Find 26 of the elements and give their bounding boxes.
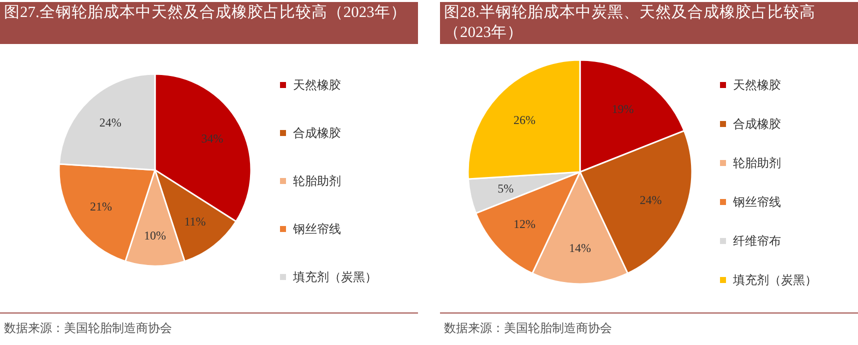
data-label: 12% — [513, 217, 536, 232]
chart-title: 图28.半钢轮胎成本中炭黑、天然及合成橡胶占比较高（2023年） — [440, 2, 858, 44]
legend-label: 填充剂（炭黑） — [292, 270, 377, 284]
source-note: 数据来源：美国轮胎制造商协会 — [444, 321, 612, 335]
data-label: 24% — [640, 193, 662, 208]
data-label: 14% — [569, 241, 591, 256]
data-label: 10% — [144, 228, 166, 242]
chart-title: 图27.全钢轮胎成本中天然及合成橡胶占比较高（2023年） — [0, 2, 418, 44]
source-note: 数据来源：美国轮胎制造商协会 — [4, 321, 172, 335]
legend-label: 合成橡胶 — [293, 126, 341, 140]
legend-label: 钢丝帘线 — [732, 195, 781, 209]
data-label: 11% — [184, 214, 206, 229]
legend-label: 天然橡胶 — [293, 78, 341, 92]
data-label: 24% — [99, 115, 122, 130]
legend-label: 轮胎助剂 — [733, 156, 781, 170]
data-label: 21% — [90, 200, 112, 214]
legend-label: 合成橡胶 — [733, 117, 781, 131]
legend-label: 填充剂（炭黑） — [732, 273, 817, 287]
data-label: 19% — [612, 102, 634, 116]
legend-label: 天然橡胶 — [733, 78, 781, 92]
data-label: 26% — [513, 112, 536, 127]
legend-label: 纤维帘布 — [733, 234, 781, 248]
legend-label: 轮胎助剂 — [293, 174, 341, 188]
data-label: 5% — [498, 182, 514, 196]
data-label: 34% — [201, 132, 224, 146]
legend-label: 钢丝帘线 — [292, 222, 341, 236]
